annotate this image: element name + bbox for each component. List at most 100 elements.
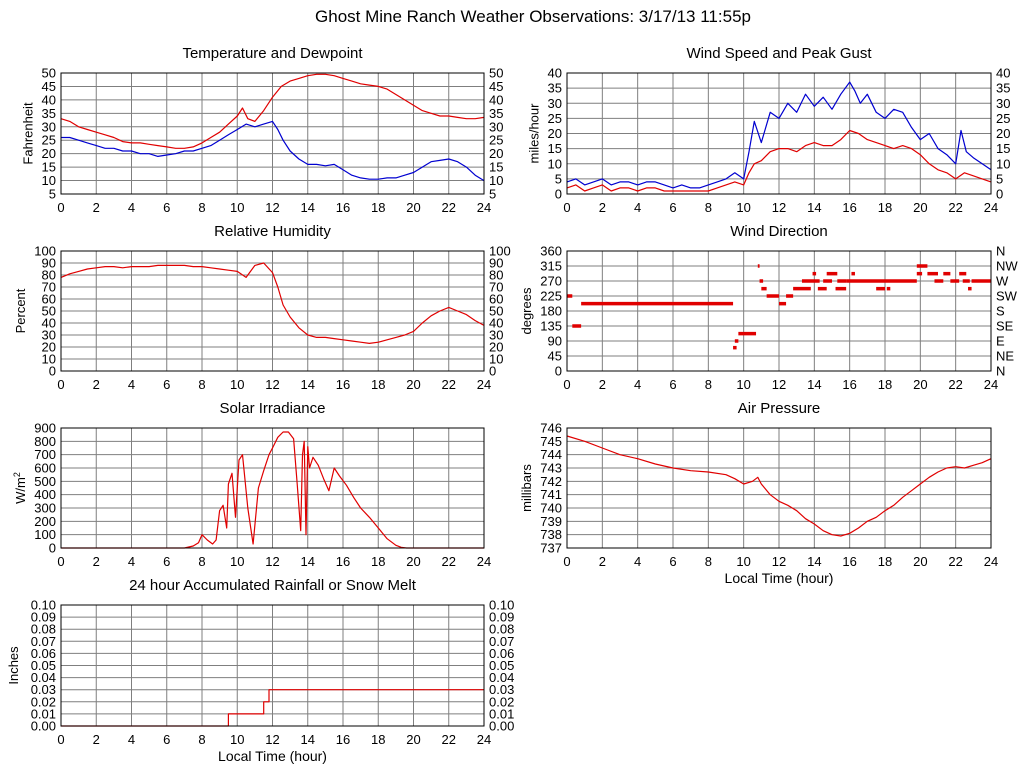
- y-right-tick-label: 20: [996, 126, 1010, 141]
- x-tick-label: 6: [163, 200, 170, 215]
- y-tick-label: 900: [34, 421, 56, 436]
- x-tick-label: 20: [913, 200, 927, 215]
- y-right-tick-label: 0.07: [489, 634, 514, 649]
- y-tick-label: 315: [540, 259, 562, 274]
- x-tick-label: 8: [705, 377, 712, 392]
- y-tick-label: 80: [42, 268, 56, 283]
- x-tick-label: 2: [93, 200, 100, 215]
- y-tick-label: 0.04: [31, 670, 56, 685]
- series-line-red: [61, 689, 484, 727]
- x-tick-label: 24: [477, 732, 491, 747]
- y-right-tick-label: W: [996, 274, 1009, 289]
- y-right-tick-label: 40: [996, 66, 1010, 81]
- y-right-tick-label: 100: [489, 244, 511, 259]
- y-tick-label: 40: [42, 316, 56, 331]
- y-right-tick-label: 60: [489, 292, 503, 307]
- plot-frame: [566, 427, 992, 549]
- y-tick-label: 45: [42, 79, 56, 94]
- plot-frame: [566, 72, 992, 195]
- y-tick-label: 737: [540, 541, 562, 556]
- x-tick-label: 0: [57, 554, 64, 569]
- y-tick-label: 15: [42, 160, 56, 175]
- y-right-tick-label: 0.05: [489, 658, 514, 673]
- x-tick-label: 10: [736, 377, 750, 392]
- x-tick-label: 20: [406, 554, 420, 569]
- y-tick-label: 30: [42, 328, 56, 343]
- x-tick-label: 10: [736, 554, 750, 569]
- y-right-tick-label: 5: [489, 187, 496, 202]
- x-tick-label: 20: [406, 200, 420, 215]
- y-right-tick-label: S: [996, 304, 1005, 319]
- y-right-tick-label: 25: [489, 133, 503, 148]
- x-tick-label: 16: [842, 554, 856, 569]
- plot-frame: [60, 604, 485, 727]
- y-right-tick-label: 15: [996, 141, 1010, 156]
- x-tick-label: 22: [442, 732, 456, 747]
- y-tick-label: 0.06: [31, 646, 56, 661]
- x-tick-label: 16: [336, 554, 350, 569]
- x-tick-label: 16: [336, 200, 350, 215]
- chart-title: Air Pressure: [738, 400, 821, 417]
- x-tick-label: 14: [301, 732, 315, 747]
- y-right-tick-label: 40: [489, 92, 503, 107]
- x-tick-label: 2: [93, 377, 100, 392]
- y-tick-label: 40: [42, 92, 56, 107]
- plot-frame: [60, 250, 485, 372]
- y-axis-label: Percent: [13, 288, 28, 333]
- x-tick-label: 8: [705, 554, 712, 569]
- y-right-tick-label: 10: [996, 156, 1010, 171]
- x-tick-label: 14: [301, 200, 315, 215]
- x-tick-label: 16: [842, 377, 856, 392]
- y-right-tick-label: 30: [489, 119, 503, 134]
- y-tick-label: 0.03: [31, 682, 56, 697]
- y-tick-label: 100: [34, 527, 56, 542]
- y-right-tick-label: 90: [489, 256, 503, 271]
- y-tick-label: 40: [548, 66, 562, 81]
- y-right-tick-label: 0.00: [489, 719, 514, 734]
- x-tick-label: 24: [477, 377, 491, 392]
- x-tick-label: 24: [984, 200, 998, 215]
- y-right-tick-label: 0.08: [489, 622, 514, 637]
- y-right-tick-label: 35: [996, 81, 1010, 96]
- y-tick-label: 25: [548, 111, 562, 126]
- y-tick-label: 400: [34, 487, 56, 502]
- y-right-tick-label: 20: [489, 146, 503, 161]
- y-right-tick-label: N: [996, 364, 1005, 379]
- x-tick-label: 24: [477, 554, 491, 569]
- plot-frame: [60, 72, 485, 195]
- y-tick-label: 0.08: [31, 622, 56, 637]
- y-tick-label: 800: [34, 434, 56, 449]
- series-line-blue: [61, 120, 485, 182]
- y-tick-label: 744: [540, 447, 562, 462]
- y-right-tick-label: 0.10: [489, 598, 514, 613]
- x-tick-label: 20: [913, 377, 927, 392]
- plot-frame: [566, 250, 992, 372]
- x-tick-label: 22: [442, 377, 456, 392]
- y-axis-label: Inches: [6, 646, 21, 685]
- y-tick-label: 10: [548, 156, 562, 171]
- y-tick-label: 0.05: [31, 658, 56, 673]
- x-tick-label: 8: [198, 200, 205, 215]
- y-right-tick-label: SW: [996, 289, 1018, 304]
- y-tick-label: 20: [42, 146, 56, 161]
- x-tick-label: 0: [563, 554, 570, 569]
- x-tick-label: 12: [772, 200, 786, 215]
- y-right-tick-label: 40: [489, 316, 503, 331]
- x-tick-label: 14: [807, 554, 821, 569]
- y-tick-label: 5: [555, 171, 562, 186]
- y-right-tick-label: 15: [489, 160, 503, 175]
- y-tick-label: 20: [548, 126, 562, 141]
- x-tick-label: 6: [669, 200, 676, 215]
- chart-title: Relative Humidity: [214, 223, 331, 240]
- chart-title: 24 hour Accumulated Rainfall or Snow Mel…: [129, 577, 417, 594]
- y-tick-label: 739: [540, 514, 562, 529]
- x-tick-label: 18: [371, 200, 385, 215]
- y-right-tick-label: 0: [489, 364, 496, 379]
- x-tick-label: 4: [128, 377, 135, 392]
- y-tick-label: 0.01: [31, 706, 56, 721]
